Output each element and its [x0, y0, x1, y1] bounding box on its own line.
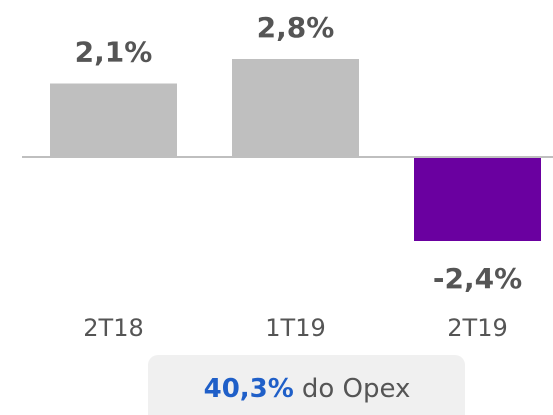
x-tick-label: 2T18	[83, 314, 143, 342]
annotation-text: do Opex	[302, 374, 411, 404]
data-label: -2,4%	[433, 262, 522, 295]
data-label: 2,8%	[257, 11, 335, 44]
x-tick-label: 1T19	[265, 314, 325, 342]
data-label: 2,1%	[75, 36, 153, 69]
bar	[232, 59, 359, 157]
annotation: 40,3% do Opex	[204, 374, 411, 404]
annotation-box	[148, 355, 465, 415]
bar	[50, 83, 177, 157]
bar	[414, 157, 541, 241]
x-tick-label: 2T19	[447, 314, 507, 342]
annotation-value: 40,3%	[204, 374, 294, 404]
